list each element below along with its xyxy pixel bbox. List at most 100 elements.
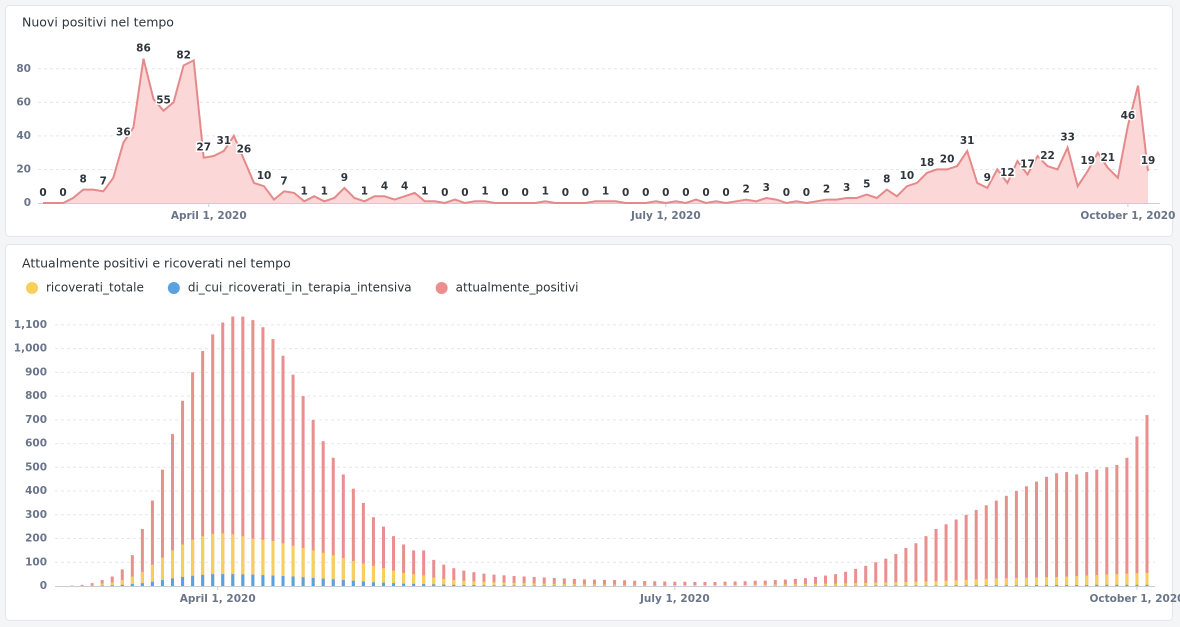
bar xyxy=(281,355,285,586)
bar xyxy=(713,585,717,586)
bar xyxy=(321,578,325,586)
data-label: 3 xyxy=(763,182,770,194)
bar xyxy=(984,578,988,586)
bar xyxy=(271,540,275,586)
data-label: 0 xyxy=(642,187,649,199)
bar xyxy=(1024,486,1028,586)
bar xyxy=(693,585,697,586)
bar xyxy=(854,583,858,586)
bar xyxy=(793,584,797,586)
data-label: 19 xyxy=(1141,155,1156,167)
bar xyxy=(341,580,345,586)
bar xyxy=(502,575,506,586)
data-label: 3 xyxy=(843,182,850,194)
bar xyxy=(371,565,375,586)
bar xyxy=(191,539,195,586)
bar xyxy=(592,584,596,586)
bar xyxy=(753,584,757,586)
data-label: 1 xyxy=(542,185,549,197)
bar xyxy=(271,339,275,586)
data-label: 0 xyxy=(803,187,810,199)
y-tick-label: 0 xyxy=(24,197,31,209)
bar xyxy=(301,548,305,586)
bar xyxy=(251,538,255,586)
data-label: 2 xyxy=(743,184,750,196)
card xyxy=(5,5,1173,237)
bar xyxy=(743,581,747,586)
data-label: 46 xyxy=(1121,110,1136,122)
bar xyxy=(693,581,697,586)
bar xyxy=(110,582,114,586)
bar xyxy=(1125,573,1129,586)
bar xyxy=(1055,585,1059,586)
bar xyxy=(291,576,295,586)
data-label: 10 xyxy=(900,170,915,182)
bar xyxy=(90,584,94,586)
bar xyxy=(191,372,195,586)
bar xyxy=(1145,584,1149,586)
x-tick-label: October 1, 2020 xyxy=(1080,210,1175,222)
bar xyxy=(954,580,958,586)
bar xyxy=(542,577,546,586)
bar xyxy=(1125,584,1129,586)
bar xyxy=(1065,585,1069,586)
y-tick-label: 1,100 xyxy=(14,319,47,331)
bar xyxy=(452,568,456,586)
bar xyxy=(241,574,245,586)
bar xyxy=(743,584,747,586)
bar xyxy=(351,561,355,586)
bar xyxy=(964,579,968,586)
data-label: 0 xyxy=(501,187,508,199)
legend-swatch xyxy=(435,282,448,294)
chart-title: Nuovi positivi nel tempo xyxy=(22,15,174,30)
bar xyxy=(1024,577,1028,586)
bar xyxy=(1034,585,1038,586)
bar xyxy=(824,583,828,586)
bar xyxy=(100,580,104,586)
bar xyxy=(673,581,677,586)
bar xyxy=(482,573,486,586)
bar xyxy=(492,574,496,586)
bar xyxy=(331,555,335,586)
bar xyxy=(432,584,436,586)
bar xyxy=(171,578,175,586)
bar xyxy=(311,550,315,586)
data-label: 0 xyxy=(722,187,729,199)
bar xyxy=(201,574,205,586)
bar xyxy=(613,584,617,586)
bar xyxy=(703,585,707,586)
bar xyxy=(1115,584,1119,586)
bar xyxy=(341,474,345,586)
data-label: 0 xyxy=(783,187,790,199)
bar xyxy=(100,583,104,586)
data-label: 27 xyxy=(196,142,211,154)
bar xyxy=(1024,585,1028,586)
bar xyxy=(392,570,396,586)
bar xyxy=(643,584,647,586)
bar xyxy=(351,488,355,586)
bar xyxy=(452,584,456,586)
data-label: 0 xyxy=(461,187,468,199)
bar xyxy=(402,572,406,586)
data-label: 1 xyxy=(421,185,428,197)
bar xyxy=(633,580,637,586)
bar xyxy=(1075,474,1079,586)
bar xyxy=(171,434,175,586)
bar xyxy=(381,568,385,586)
bar xyxy=(241,536,245,586)
bar xyxy=(944,524,948,586)
bar xyxy=(130,584,134,586)
bar xyxy=(783,584,787,586)
bar xyxy=(482,581,486,586)
bar xyxy=(582,579,586,586)
bar xyxy=(1085,575,1089,586)
bar xyxy=(231,574,235,586)
y-tick-label: 0 xyxy=(40,580,47,592)
bar xyxy=(894,553,898,586)
bar xyxy=(803,584,807,586)
bar xyxy=(753,580,757,586)
bar xyxy=(1085,585,1089,586)
data-label: 10 xyxy=(257,170,272,182)
x-tick-label: April 1, 2020 xyxy=(171,210,247,222)
